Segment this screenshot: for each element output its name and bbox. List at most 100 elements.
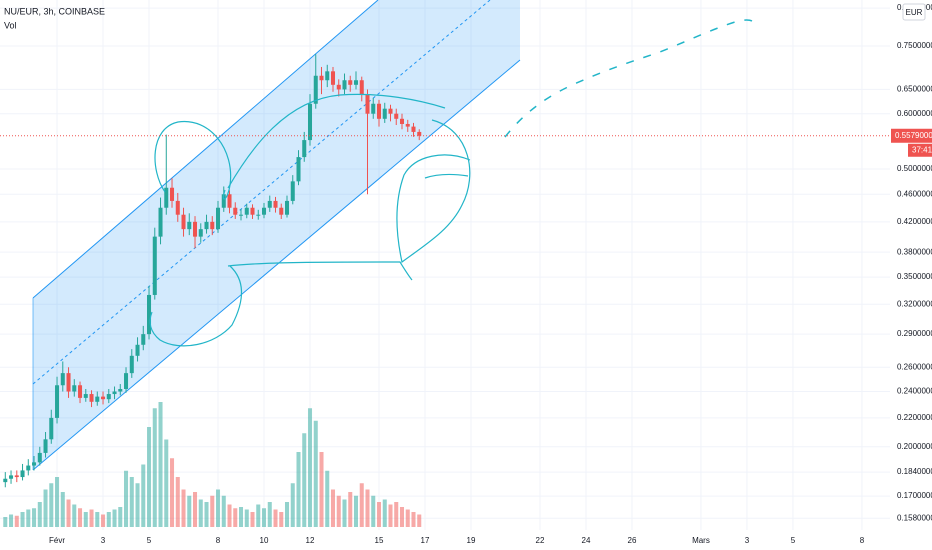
candle-body — [170, 187, 175, 201]
candle-body — [227, 194, 232, 208]
candle-body — [216, 207, 221, 230]
volume-bar — [147, 427, 152, 527]
volume-bar — [290, 483, 295, 527]
channel-upper — [32, 0, 379, 299]
candle-body — [399, 118, 405, 124]
chart-title: NU/EUR, 3h, COINBASE — [4, 6, 105, 16]
x-tick-label: 26 — [628, 536, 637, 545]
candle-body — [101, 396, 106, 400]
currency-button[interactable] — [902, 3, 926, 21]
volume-bar — [399, 507, 405, 527]
y-tick-label: 0.42000000 — [897, 217, 932, 226]
candle-body — [417, 131, 422, 136]
candle-body — [290, 181, 295, 201]
drawing — [149, 265, 243, 347]
volume-bar — [359, 483, 364, 527]
volume-bar — [118, 507, 123, 527]
volume-bar — [319, 452, 324, 527]
candle-body — [296, 157, 301, 182]
candle-body — [394, 113, 399, 119]
y-tick-label: 0.75000000 — [897, 41, 932, 50]
y-tick-label: 0.18400000 — [897, 467, 932, 476]
y-tick-label: 0.35000000 — [897, 272, 932, 281]
y-tick-label: 0.29000000 — [897, 329, 932, 338]
candle-body — [302, 140, 307, 158]
candle-body — [118, 388, 123, 392]
volume-bar — [14, 515, 19, 527]
volume-bar — [250, 512, 255, 527]
volume-bar — [313, 420, 318, 527]
candle-body — [250, 207, 255, 215]
volume-bar — [348, 492, 353, 527]
volume-bar — [37, 502, 42, 527]
volume-bar — [129, 477, 134, 527]
candle-body — [359, 80, 364, 95]
volume-bar — [66, 499, 71, 527]
y-tick-label: 0.26000000 — [897, 362, 932, 371]
volume-bar — [210, 495, 215, 527]
x-tick-label: 8 — [860, 536, 865, 545]
volume-bar — [175, 477, 180, 527]
channel-lower — [32, 59, 521, 471]
y-tick-label: 0.22000000 — [897, 413, 932, 422]
candle-body — [14, 475, 19, 478]
candle-body — [26, 465, 31, 471]
volume-bar — [135, 483, 140, 527]
candle-body — [376, 103, 382, 119]
volume-bar — [233, 508, 238, 527]
volume-bar — [382, 499, 387, 527]
y-tick-label: 0.60000000 — [897, 109, 932, 118]
volume-bar — [405, 509, 410, 527]
x-tick-label: 3 — [101, 536, 106, 545]
volume-bar — [244, 509, 249, 527]
candle-body — [43, 439, 48, 453]
volume-bar — [261, 508, 267, 527]
last-price-label: 0.55790000 — [895, 131, 932, 140]
candle-body — [307, 103, 313, 141]
volume-bar — [124, 470, 129, 527]
volume-bar — [72, 504, 77, 527]
volume-bar — [216, 489, 221, 527]
volume-bar — [49, 483, 54, 527]
volume-bar — [20, 512, 25, 527]
candle-body — [78, 385, 83, 398]
x-tick-label: 3 — [745, 536, 750, 545]
y-tick-label: 0.20000000 — [897, 442, 932, 451]
x-tick-label: 5 — [147, 536, 152, 545]
volume-bar — [55, 477, 60, 527]
candle-body — [239, 214, 244, 216]
volume-label: Vol — [4, 20, 17, 30]
volume-bar — [411, 512, 416, 527]
volume-bar — [273, 509, 278, 527]
candle-body — [411, 126, 416, 132]
last-price-box — [891, 128, 932, 143]
candle-body — [66, 373, 71, 392]
volume-bar — [376, 502, 382, 527]
candle-body — [233, 207, 238, 215]
volume-bar — [3, 517, 8, 527]
countdown-label: 37:41 — [912, 145, 932, 154]
y-tick-label: 0.65000000 — [897, 85, 932, 94]
candle-body — [371, 103, 376, 114]
candle-body — [20, 470, 25, 478]
volume-bar — [417, 514, 422, 527]
candle-body — [204, 221, 209, 230]
candles — [3, 54, 422, 488]
candle-body — [382, 108, 387, 119]
x-tick-label: Févr — [49, 536, 65, 545]
volume-bar — [158, 402, 163, 527]
x-tick-label: 22 — [536, 536, 545, 545]
volume-bar — [325, 470, 330, 527]
volume-bar — [239, 507, 244, 527]
x-tick-label: 17 — [421, 536, 430, 545]
volume-bar — [371, 495, 376, 527]
candle-body — [267, 200, 272, 208]
countdown-box — [908, 143, 932, 157]
drawing — [227, 93, 446, 189]
currency-label[interactable]: EUR — [906, 8, 923, 17]
x-tick-label: 5 — [791, 536, 796, 545]
candle-body — [152, 236, 157, 295]
x-tick-label: 10 — [260, 536, 269, 545]
volume-bar — [267, 502, 272, 527]
